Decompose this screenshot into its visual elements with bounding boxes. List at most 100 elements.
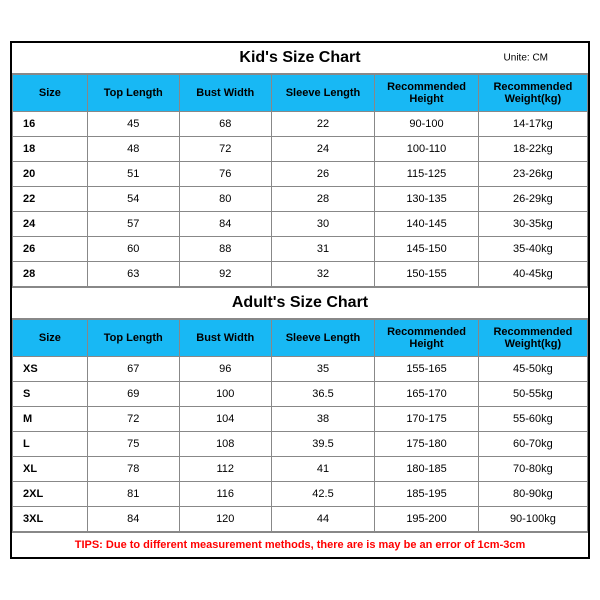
table-cell: XL — [13, 457, 88, 482]
table-cell: 40-45kg — [478, 262, 587, 287]
table-cell: 2XL — [13, 482, 88, 507]
table-cell: 35-40kg — [478, 237, 587, 262]
col-rec-height: Recommended Height — [375, 75, 479, 112]
kid-tbody: 1645682290-10014-17kg184872 24 100-11018-2… — [13, 112, 588, 287]
table-cell: 120 — [179, 507, 271, 532]
table-cell: 72 — [179, 137, 271, 162]
table-row: 1645682290-10014-17kg — [13, 112, 588, 137]
table-cell: 44 — [271, 507, 375, 532]
col-top-length: Top Length — [87, 75, 179, 112]
table-cell: 22 — [13, 187, 88, 212]
table-row: 2XL8111642.5185-19580-90kg — [13, 482, 588, 507]
table-cell: 68 — [179, 112, 271, 137]
table-cell: 90-100 — [375, 112, 479, 137]
table-row: 24578430140-14530-35kg — [13, 212, 588, 237]
col-rec-weight: Recommended Weight(kg) — [478, 75, 587, 112]
table-cell: 155-165 — [375, 357, 479, 382]
table-cell: 24 — [13, 212, 88, 237]
table-cell: 22 — [271, 112, 375, 137]
table-cell: 90-100kg — [478, 507, 587, 532]
table-cell: 104 — [179, 407, 271, 432]
table-cell: 75 — [87, 432, 179, 457]
table-cell: 28 — [13, 262, 88, 287]
col-rec-height: Recommended Height — [375, 320, 479, 357]
kid-title: Kid's Size Chart — [239, 49, 360, 66]
table-cell: 51 — [87, 162, 179, 187]
table-cell: 23-26kg — [478, 162, 587, 187]
adult-tbody: XS679635155-16545-50kgS6910036.5165-1705… — [13, 357, 588, 532]
table-row: 20517626115-12523-26kg — [13, 162, 588, 187]
table-cell: 18-22kg — [478, 137, 587, 162]
table-cell: 84 — [179, 212, 271, 237]
table-row: 28639232150-15540-45kg — [13, 262, 588, 287]
table-cell: 80 — [179, 187, 271, 212]
table-cell: 67 — [87, 357, 179, 382]
table-cell: 72 — [87, 407, 179, 432]
table-row: 3XL8412044195-20090-100kg — [13, 507, 588, 532]
table-cell: 60-70kg — [478, 432, 587, 457]
table-cell: 45-50kg — [478, 357, 587, 382]
table-cell: 35 — [271, 357, 375, 382]
table-cell: 26 — [13, 237, 88, 262]
table-cell: 78 — [87, 457, 179, 482]
adult-title: Adult's Size Chart — [232, 294, 368, 311]
table-cell: 112 — [179, 457, 271, 482]
table-cell: 16 — [13, 112, 88, 137]
table-row: 18487224100-11018-22kg — [13, 137, 588, 162]
table-cell: 31 — [271, 237, 375, 262]
kid-title-row: Kid's Size Chart Unite: CM — [12, 43, 588, 74]
table-cell: 45 — [87, 112, 179, 137]
table-row: XS679635155-16545-50kg — [13, 357, 588, 382]
col-top-length: Top Length — [87, 320, 179, 357]
table-cell: 26 — [271, 162, 375, 187]
table-cell: 115-125 — [375, 162, 479, 187]
col-sleeve-length: Sleeve Length — [271, 75, 375, 112]
table-cell: L — [13, 432, 88, 457]
col-rec-weight: Recommended Weight(kg) — [478, 320, 587, 357]
table-cell: 175-180 — [375, 432, 479, 457]
table-cell: 3XL — [13, 507, 88, 532]
table-cell: 36.5 — [271, 382, 375, 407]
size-chart-container: Kid's Size Chart Unite: CM Size Top Leng… — [10, 41, 590, 559]
table-cell: 48 — [87, 137, 179, 162]
table-row: 26608831145-15035-40kg — [13, 237, 588, 262]
table-cell: 84 — [87, 507, 179, 532]
table-cell: 38 — [271, 407, 375, 432]
table-cell: 145-150 — [375, 237, 479, 262]
table-cell: 195-200 — [375, 507, 479, 532]
table-cell: 69 — [87, 382, 179, 407]
table-cell: S — [13, 382, 88, 407]
table-cell: 140-145 — [375, 212, 479, 237]
table-cell: 54 — [87, 187, 179, 212]
table-row: S6910036.5165-17050-55kg — [13, 382, 588, 407]
table-cell: 76 — [179, 162, 271, 187]
col-bust-width: Bust Width — [179, 320, 271, 357]
unit-label: Unite: CM — [504, 53, 548, 64]
table-cell: 18 — [13, 137, 88, 162]
table-cell: 170-175 — [375, 407, 479, 432]
table-cell: M — [13, 407, 88, 432]
table-cell: 32 — [271, 262, 375, 287]
table-cell: 130-135 — [375, 187, 479, 212]
tips-note: TIPS: Due to different measurement metho… — [12, 532, 588, 557]
col-size: Size — [13, 320, 88, 357]
kid-size-table: Size Top Length Bust Width Sleeve Length… — [12, 74, 588, 287]
table-cell: 100 — [179, 382, 271, 407]
adult-header-row: Size Top Length Bust Width Sleeve Length… — [13, 320, 588, 357]
table-cell: 96 — [179, 357, 271, 382]
table-row: L7510839.5175-18060-70kg — [13, 432, 588, 457]
table-cell: 30-35kg — [478, 212, 587, 237]
table-cell: 63 — [87, 262, 179, 287]
table-cell: 80-90kg — [478, 482, 587, 507]
adult-size-table: Size Top Length Bust Width Sleeve Length… — [12, 319, 588, 532]
col-bust-width: Bust Width — [179, 75, 271, 112]
table-row: XL7811241180-18570-80kg — [13, 457, 588, 482]
table-cell: 92 — [179, 262, 271, 287]
table-cell: 185-195 — [375, 482, 479, 507]
table-cell: 116 — [179, 482, 271, 507]
table-cell: 42.5 — [271, 482, 375, 507]
col-size: Size — [13, 75, 88, 112]
table-cell: 108 — [179, 432, 271, 457]
table-cell: 100-110 — [375, 137, 479, 162]
adult-title-row: Adult's Size Chart — [12, 287, 588, 319]
